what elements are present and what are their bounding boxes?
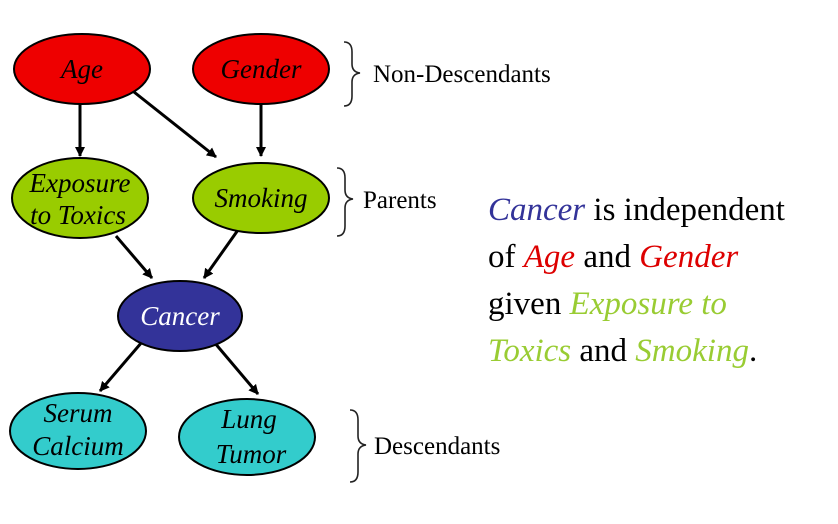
group-descendants: Descendants — [349, 409, 500, 483]
edge-exposure-cancer — [114, 235, 154, 279]
statement-cancer-term: Cancer — [488, 192, 586, 228]
statement-text: of — [488, 239, 524, 275]
node-serum-shape — [9, 392, 147, 470]
brace-parents — [336, 167, 354, 237]
node-lung-tumor: Lung Tumor — [178, 398, 316, 476]
statement-toxics-term: Toxics — [488, 333, 572, 369]
statement-line-4: Toxics and Smoking. — [488, 328, 833, 375]
node-cancer-shape — [117, 280, 243, 352]
statement-text: and — [571, 333, 636, 369]
brace-descendants — [349, 409, 367, 483]
statement-age-term: Age — [523, 239, 576, 275]
node-lung-shape — [178, 398, 316, 476]
node-cancer-label: Cancer — [140, 301, 220, 331]
statement-text: . — [748, 333, 758, 369]
node-serum-calcium: Serum Calcium — [9, 392, 147, 470]
node-exposure-shape — [11, 157, 149, 239]
node-age-shape — [13, 33, 151, 105]
statement-text: and — [575, 239, 640, 275]
statement-text: is independent — [585, 192, 785, 228]
statement-line-1: Cancer is independent — [488, 187, 833, 234]
statement-smoking-term: Smoking — [635, 333, 749, 369]
statement-line-3: given Exposure to — [488, 281, 833, 328]
edge-smoking-cancer — [202, 229, 240, 279]
independence-statement: Cancer is independent of Age and Gender … — [488, 187, 833, 375]
edges — [75, 90, 266, 395]
node-smoking-label: Smoking — [215, 183, 308, 213]
statement-exposure-term: Exposure to — [569, 286, 727, 322]
node-lung-label-line2: Tumor — [216, 439, 287, 469]
node-smoking-shape — [192, 162, 330, 234]
node-exposure-label-line1: Exposure — [29, 168, 131, 198]
node-smoking: Smoking — [192, 162, 330, 234]
node-exposure-to-toxics: Exposure to Toxics — [11, 157, 149, 239]
node-cancer: Cancer — [117, 280, 243, 352]
node-gender-shape — [192, 33, 330, 105]
node-lung-label-line1: Lung — [220, 404, 277, 434]
edge-cancer-serum — [98, 341, 144, 392]
group-parents: Parents — [336, 167, 437, 237]
node-age: Age — [13, 33, 151, 105]
statement-text: given — [488, 286, 570, 322]
group-label-descendants: Descendants — [374, 433, 500, 460]
brace-non-descendants — [343, 41, 361, 107]
group-non-descendants: Non-Descendants — [343, 41, 551, 107]
edge-cancer-lung — [212, 341, 260, 395]
statement-line-2: of Age and Gender — [488, 234, 833, 281]
node-age-label: Age — [59, 54, 103, 84]
node-gender: Gender — [192, 33, 330, 105]
node-exposure-label-line2: to Toxics — [30, 200, 126, 230]
statement-gender-term: Gender — [639, 239, 739, 275]
node-serum-label-line1: Serum — [44, 398, 113, 428]
group-label-parents: Parents — [363, 187, 437, 214]
node-gender-label: Gender — [221, 54, 302, 84]
edge-age-smoking — [133, 90, 217, 159]
group-label-non-descendants: Non-Descendants — [373, 61, 551, 88]
node-serum-label-line2: Calcium — [32, 431, 124, 461]
